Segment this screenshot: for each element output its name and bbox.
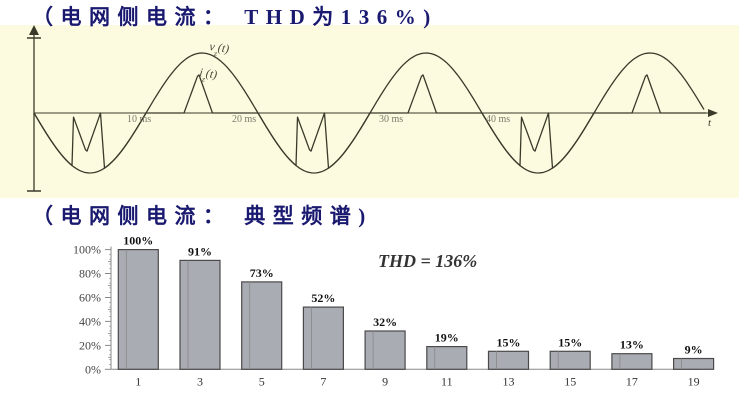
- svg-text:30 ms: 30 ms: [379, 114, 403, 125]
- svg-text:15%: 15%: [497, 335, 521, 349]
- svg-text:40%: 40%: [79, 314, 101, 328]
- svg-text:11: 11: [441, 374, 453, 388]
- svg-text:9: 9: [382, 374, 388, 388]
- svg-text:40 ms: 40 ms: [486, 114, 510, 125]
- svg-text:20 ms: 20 ms: [232, 114, 256, 125]
- svg-text:17: 17: [626, 374, 638, 388]
- svg-text:52%: 52%: [311, 291, 335, 305]
- svg-text:THD = 136%: THD = 136%: [378, 251, 477, 271]
- svg-text:3: 3: [197, 374, 203, 388]
- svg-text:15%: 15%: [558, 335, 582, 349]
- svg-text:5: 5: [259, 374, 265, 388]
- svg-text:10 ms: 10 ms: [127, 114, 151, 125]
- svg-text:9%: 9%: [685, 343, 703, 357]
- svg-text:100%: 100%: [73, 243, 101, 257]
- svg-text:15: 15: [564, 374, 576, 388]
- svg-text:60%: 60%: [79, 291, 101, 305]
- svg-text:13: 13: [503, 374, 515, 388]
- svg-text:1: 1: [135, 374, 141, 388]
- svg-text:20%: 20%: [79, 338, 101, 352]
- svg-text:91%: 91%: [188, 244, 212, 258]
- svg-text:t: t: [708, 117, 712, 129]
- svg-text:iz(t): iz(t): [198, 65, 218, 85]
- svg-text:32%: 32%: [373, 315, 397, 329]
- svg-text:100%: 100%: [123, 234, 153, 248]
- svg-text:73%: 73%: [250, 266, 274, 280]
- svg-text:13%: 13%: [620, 338, 644, 352]
- svg-text:0%: 0%: [85, 362, 101, 376]
- svg-text:19: 19: [688, 374, 700, 388]
- svg-text:80%: 80%: [79, 267, 101, 281]
- svg-text:19%: 19%: [435, 331, 459, 345]
- svg-text:7: 7: [320, 374, 326, 388]
- svg-text:vz(t): vz(t): [208, 39, 230, 59]
